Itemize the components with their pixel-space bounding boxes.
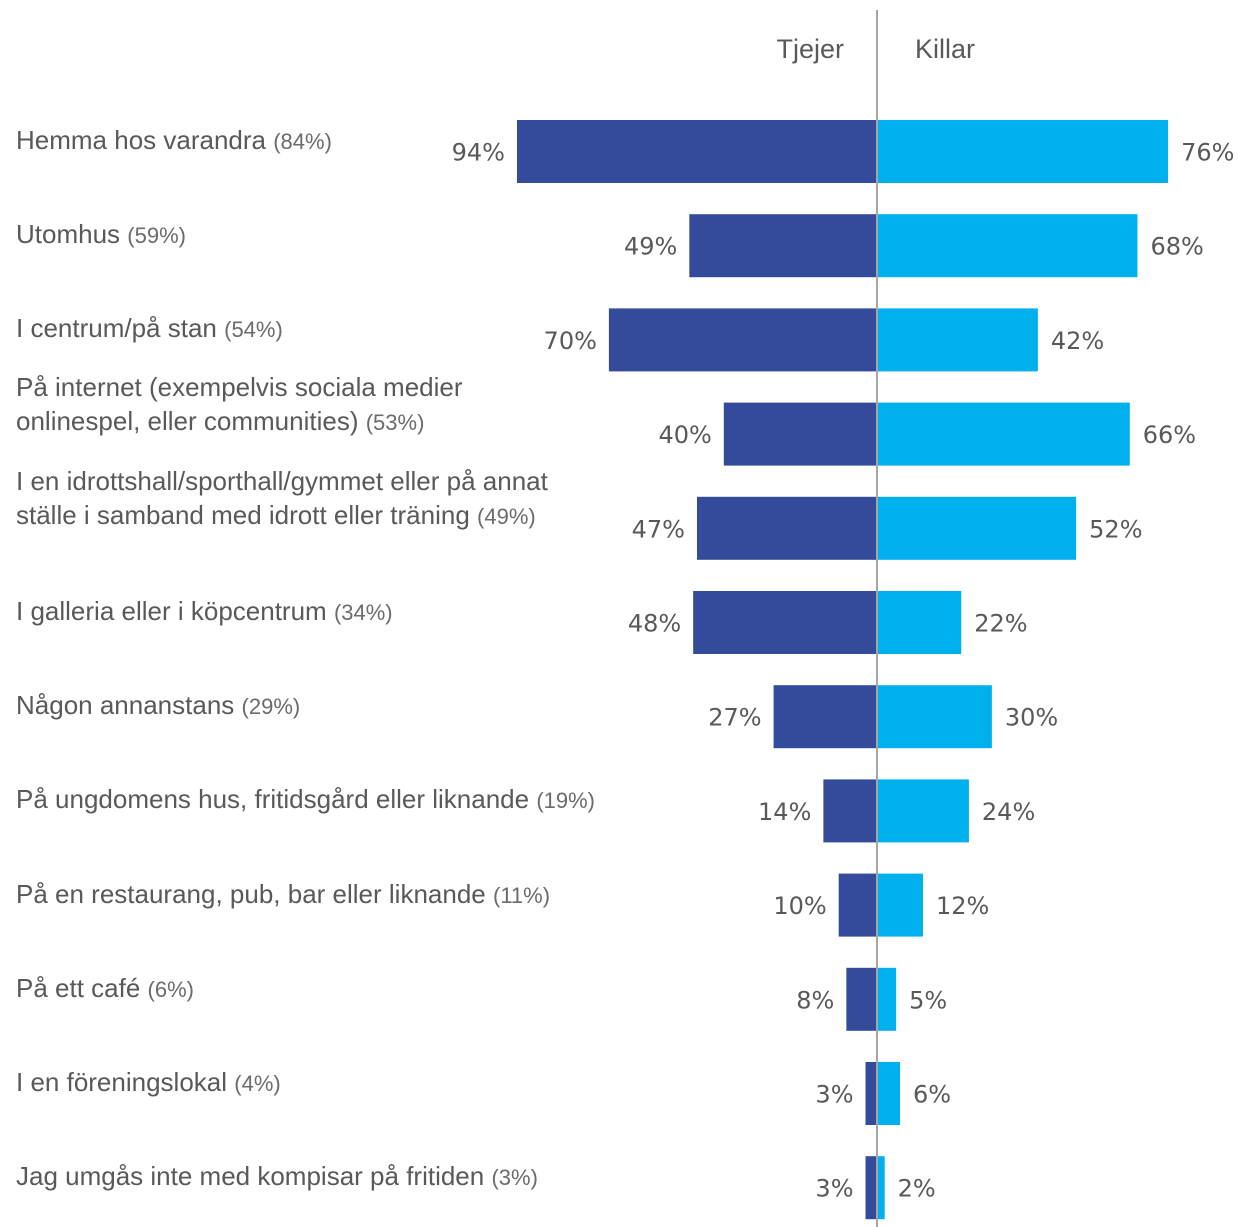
- category-label-line: I centrum/på stan: [16, 313, 217, 344]
- bar-tjejer: [693, 591, 877, 654]
- category-label: I galleria eller i köpcentrum (34%): [16, 594, 656, 630]
- bar-tjejer: [823, 779, 877, 843]
- data-label-tjejer: 8%: [796, 986, 834, 1014]
- data-label-tjejer: 3%: [815, 1175, 853, 1203]
- bar-killar: [877, 1156, 885, 1220]
- category-total: (49%): [477, 503, 536, 529]
- category-label: Hemma hos varandra (84%): [16, 123, 656, 159]
- data-label-tjejer: 70%: [544, 327, 597, 355]
- legend-tjejer: Tjejer: [776, 34, 844, 64]
- bar-killar: [877, 402, 1130, 466]
- bar-killar: [877, 779, 969, 843]
- category-label: På ett café (6%): [16, 971, 656, 1007]
- data-label-killar: 22%: [974, 610, 1027, 638]
- category-label-line: Någon annanstans: [16, 690, 235, 721]
- category-total: (53%): [365, 409, 425, 435]
- bar-tjejer: [773, 685, 877, 749]
- category-total: (84%): [273, 129, 332, 154]
- data-label-tjejer: 10%: [773, 892, 826, 920]
- category-label-line: Utomhus: [16, 219, 121, 250]
- category-total: (59%): [127, 223, 186, 249]
- category-label: Någon annanstans (29%): [16, 688, 656, 724]
- category-label: På internet (exempelvis sociala medier on…: [16, 370, 656, 440]
- bar-tjejer: [865, 1062, 877, 1125]
- bar-tjejer: [838, 873, 877, 937]
- category-label-line: onlinespel, eller communities): [16, 405, 359, 436]
- category-label-line: Jag umgås inte med kompisar på fritiden: [16, 1161, 485, 1192]
- category-label-line: I galleria eller i köpcentrum: [16, 596, 327, 626]
- category-total: (4%): [234, 1071, 281, 1096]
- bar-killar: [877, 308, 1038, 372]
- bar-killar: [877, 496, 1077, 560]
- bar-killar: [877, 214, 1138, 278]
- bar-killar: [877, 1062, 900, 1125]
- data-label-tjejer: 47%: [632, 515, 685, 543]
- bar-tjejer: [516, 120, 877, 183]
- bar-tjejer: [846, 967, 877, 1031]
- data-label-killar: 52%: [1089, 515, 1142, 543]
- category-total: (11%): [493, 882, 551, 908]
- bar-killar: [877, 873, 923, 937]
- data-label-killar: 24%: [982, 798, 1035, 826]
- data-label-tjejer: 14%: [758, 798, 811, 826]
- category-total: (34%): [333, 600, 393, 625]
- bar-tjejer: [865, 1156, 877, 1220]
- bar-tjejer: [608, 308, 877, 372]
- data-label-killar: 2%: [898, 1175, 936, 1203]
- data-label-killar: 68%: [1150, 233, 1203, 261]
- bar-tjejer: [723, 402, 877, 466]
- category-label: På ungdomens hus, fritidsgård eller likn…: [16, 782, 656, 818]
- category-label: Jag umgås inte med kompisar på fritiden …: [16, 1159, 656, 1195]
- data-label-tjejer: 48%: [628, 610, 681, 638]
- category-label-line: På internet (exempelvis sociala medier: [16, 371, 463, 402]
- bar-killar: [877, 685, 992, 749]
- category-label-line: ställe i samband med idrott eller tränin…: [16, 499, 470, 530]
- category-total: (54%): [224, 317, 283, 343]
- category-label-line: På en restaurang, pub, bar eller liknand…: [16, 878, 486, 909]
- category-label-line: På ett café: [16, 972, 141, 1003]
- data-label-tjejer: 27%: [708, 704, 761, 732]
- data-label-tjejer: 94%: [452, 139, 505, 167]
- category-total: (6%): [147, 976, 194, 1002]
- legend-killar: Killar: [915, 34, 976, 64]
- category-label: I en föreningslokal (4%): [16, 1065, 656, 1101]
- category-total: (3%): [491, 1165, 538, 1191]
- bar-killar: [877, 967, 897, 1031]
- data-label-killar: 66%: [1143, 421, 1196, 449]
- bar-killar: [877, 120, 1169, 183]
- bar-tjejer: [696, 496, 877, 560]
- category-label-line: På ungdomens hus, fritidsgård eller likn…: [16, 784, 530, 815]
- category-label: I en idrottshall/sporthall/gymmet eller …: [16, 464, 656, 534]
- category-label: I centrum/på stan (54%): [16, 311, 656, 347]
- data-label-killar: 76%: [1181, 139, 1234, 167]
- category-total: (29%): [241, 694, 301, 720]
- data-label-killar: 6%: [913, 1081, 951, 1109]
- bar-tjejer: [689, 214, 877, 278]
- category-label-line: I en idrottshall/sporthall/gymmet eller …: [16, 465, 548, 496]
- category-label-line: Hemma hos varandra: [16, 125, 266, 155]
- data-label-killar: 12%: [936, 892, 989, 920]
- category-total: (19%): [536, 788, 596, 814]
- category-label: Utomhus (59%): [16, 217, 656, 253]
- category-label-line: I en föreningslokal: [16, 1067, 228, 1097]
- category-label: På en restaurang, pub, bar eller liknand…: [16, 877, 656, 913]
- data-label-killar: 5%: [909, 986, 947, 1014]
- data-label-killar: 42%: [1051, 327, 1104, 355]
- bar-killar: [877, 591, 962, 654]
- data-label-tjejer: 3%: [815, 1081, 853, 1109]
- data-label-killar: 30%: [1005, 704, 1058, 732]
- data-label-tjejer: 49%: [624, 233, 677, 261]
- data-label-tjejer: 40%: [658, 421, 711, 449]
